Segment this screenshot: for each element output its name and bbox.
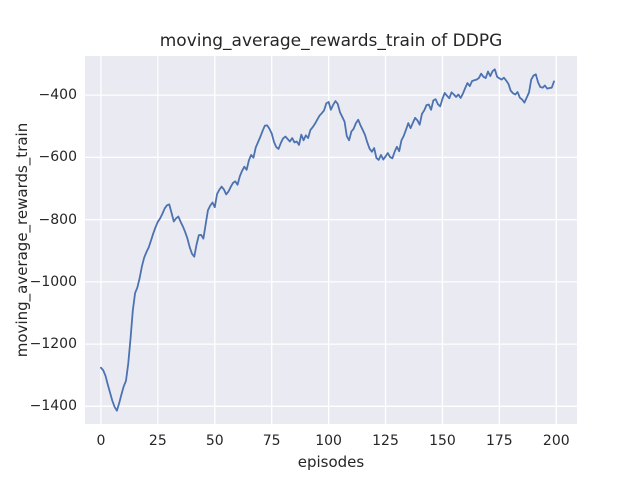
x-axis-label: episodes bbox=[297, 453, 365, 471]
y-tick-label: −800 bbox=[38, 211, 77, 228]
x-tick-label: 125 bbox=[372, 433, 399, 449]
y-tick-label: −1200 bbox=[29, 336, 77, 353]
reward-series-line bbox=[100, 68, 555, 412]
line-chart bbox=[85, 56, 577, 424]
y-tick-label: −1400 bbox=[29, 398, 77, 415]
y-axis-label: moving_average_rewards_train bbox=[13, 122, 31, 358]
y-tick-label: −400 bbox=[38, 87, 77, 104]
x-tick-label: 25 bbox=[148, 433, 167, 449]
plot-area bbox=[85, 56, 577, 424]
horizontal-gridlines bbox=[85, 94, 577, 407]
x-tick-label: 175 bbox=[485, 433, 513, 449]
x-tick-label: 50 bbox=[205, 433, 224, 449]
chart-title: moving_average_rewards_train of DDPG bbox=[159, 31, 503, 51]
y-tick-label: −600 bbox=[38, 149, 77, 166]
x-tick-label: 200 bbox=[542, 433, 570, 449]
y-tick-label: −1000 bbox=[29, 273, 77, 290]
vertical-gridlines bbox=[100, 56, 557, 424]
x-tick-label: 150 bbox=[429, 433, 456, 449]
x-tick-label: 75 bbox=[262, 433, 281, 449]
x-tick-label: 0 bbox=[96, 433, 106, 449]
x-tick-label: 100 bbox=[315, 433, 342, 449]
